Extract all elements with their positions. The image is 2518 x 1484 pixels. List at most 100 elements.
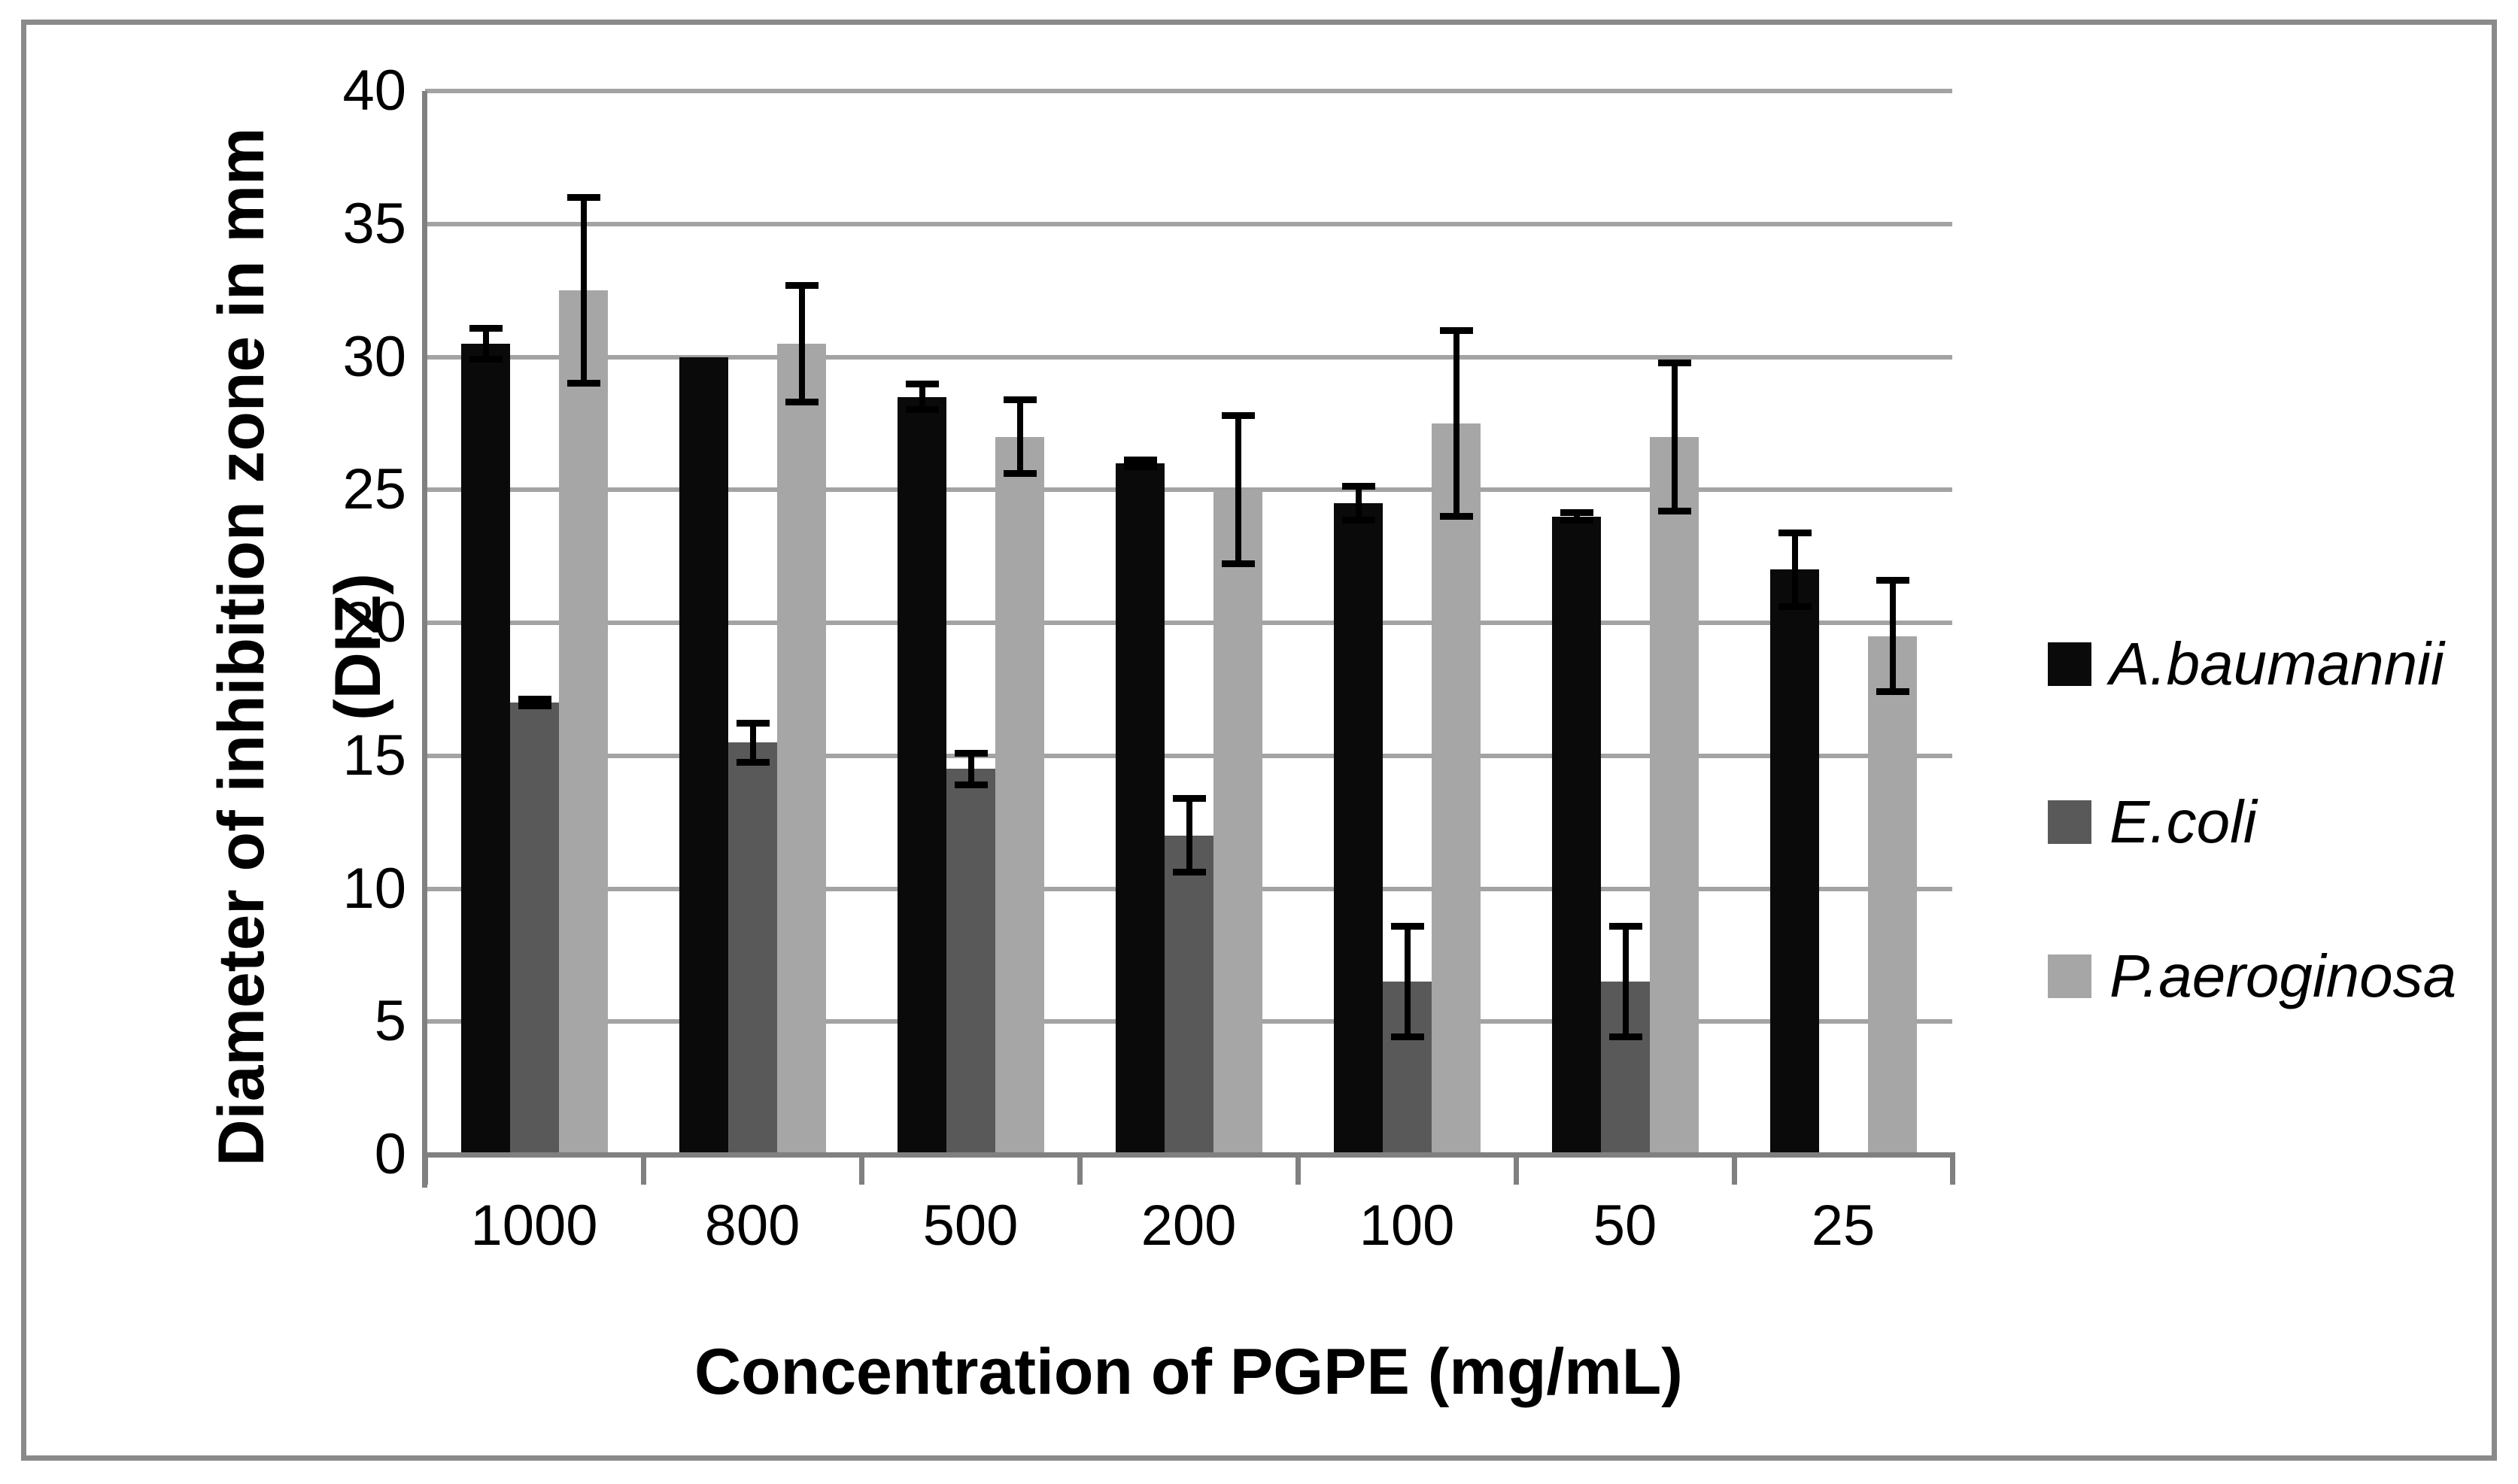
error-bar-abaumannii-50 — [1573, 512, 1580, 520]
bar-ecoli-500 — [946, 769, 995, 1155]
error-cap-bottom — [954, 781, 988, 788]
x-tick-label-1000: 1000 — [470, 1194, 598, 1258]
error-cap-top — [566, 194, 600, 202]
bar-ecoli-800 — [728, 742, 777, 1155]
x-axis-tick-mark — [859, 1158, 864, 1185]
y-tick-label-35: 35 — [342, 191, 406, 256]
error-cap-bottom — [736, 758, 770, 766]
legend-label-paeroginosa: P.aeroginosa — [2109, 942, 2457, 1009]
error-cap-top — [1341, 482, 1375, 490]
error-cap-bottom — [1123, 463, 1157, 471]
error-cap-top — [785, 282, 819, 290]
legend-label-abaumannii: A.baumannii — [2109, 630, 2444, 697]
error-bar-paeroginosa-200 — [1235, 415, 1241, 565]
legend-item-ecoli: E.coli — [2048, 788, 2257, 856]
error-cap-bottom — [469, 356, 503, 363]
bar-ecoli-200 — [1165, 835, 1213, 1155]
error-cap-bottom — [1172, 869, 1206, 876]
x-axis-title: Concentration of PGPE (mg/mL) — [694, 1336, 1683, 1408]
legend-item-paeroginosa: P.aeroginosa — [2048, 942, 2456, 1010]
error-cap-bottom — [1608, 1033, 1642, 1041]
error-cap-bottom — [1341, 516, 1375, 523]
error-bar-ecoli-200 — [1186, 798, 1192, 873]
error-cap-top — [1123, 456, 1157, 463]
bar-paeroginosa-50 — [1650, 436, 1699, 1155]
error-cap-bottom — [905, 406, 939, 414]
x-tick-label-200: 200 — [1141, 1194, 1237, 1258]
x-tick-label-800: 800 — [704, 1194, 800, 1258]
y-tick-label-5: 5 — [374, 989, 406, 1054]
error-bar-paeroginosa-25 — [1889, 580, 1896, 692]
bar-paeroginosa-200 — [1213, 490, 1262, 1155]
bar-paeroginosa-100 — [1432, 423, 1481, 1155]
error-bar-ecoli-800 — [749, 722, 756, 763]
legend-swatch-abaumannii — [2048, 642, 2091, 686]
bar-abaumannii-100 — [1334, 502, 1383, 1155]
legend-item-abaumannii: A.baumannii — [2048, 630, 2444, 698]
error-cap-top — [1778, 529, 1812, 536]
x-axis-tick-mark — [1732, 1158, 1737, 1185]
bar-paeroginosa-800 — [777, 343, 826, 1155]
x-axis-tick-mark — [1950, 1158, 1955, 1185]
bar-abaumannii-1000 — [461, 343, 510, 1155]
error-bar-paeroginosa-50 — [1671, 362, 1678, 511]
x-axis-line — [422, 1152, 1955, 1158]
gridline-40 — [425, 89, 1952, 93]
legend-label-ecoli: E.coli — [2109, 788, 2257, 855]
gridline-15 — [425, 753, 1952, 758]
error-bar-abaumannii-200 — [1137, 459, 1144, 468]
x-axis-tick-mark — [423, 1158, 428, 1185]
error-bar-abaumannii-100 — [1355, 485, 1362, 520]
figure-border — [21, 20, 2497, 1461]
error-cap-top — [1560, 509, 1593, 517]
error-cap-bottom — [1439, 512, 1473, 520]
error-cap-top — [1657, 359, 1691, 366]
y-axis-line — [422, 91, 427, 1188]
error-cap-top — [954, 750, 988, 757]
bar-abaumannii-25 — [1770, 569, 1819, 1155]
x-axis-tick-mark — [641, 1158, 646, 1185]
error-cap-top — [1172, 795, 1206, 803]
error-cap-top — [1390, 922, 1424, 930]
x-tick-label-500: 500 — [922, 1194, 1019, 1258]
error-cap-top — [1221, 412, 1255, 420]
error-cap-top — [1003, 396, 1037, 404]
gridline-30 — [425, 354, 1952, 360]
gridline-20 — [425, 621, 1952, 625]
error-cap-bottom — [518, 703, 551, 710]
y-tick-label-30: 30 — [342, 324, 406, 389]
error-cap-bottom — [1003, 470, 1037, 478]
error-cap-top — [736, 719, 770, 727]
bar-abaumannii-500 — [898, 396, 946, 1155]
error-bar-paeroginosa-100 — [1453, 330, 1459, 517]
bar-paeroginosa-1000 — [559, 290, 608, 1155]
error-cap-top — [1608, 922, 1642, 930]
x-axis-tick-mark — [1077, 1158, 1083, 1185]
error-bar-ecoli-50 — [1622, 925, 1629, 1038]
error-bar-ecoli-100 — [1404, 925, 1411, 1038]
error-bar-abaumannii-500 — [919, 383, 925, 411]
bar-abaumannii-800 — [679, 357, 728, 1155]
error-bar-paeroginosa-800 — [798, 285, 805, 402]
error-cap-bottom — [1778, 602, 1812, 610]
x-tick-label-50: 50 — [1593, 1194, 1657, 1258]
error-bar-ecoli-1000 — [531, 698, 538, 707]
x-tick-label-25: 25 — [1811, 1194, 1876, 1258]
x-tick-label-100: 100 — [1359, 1194, 1455, 1258]
error-bar-paeroginosa-500 — [1016, 399, 1023, 475]
y-tick-label-15: 15 — [342, 723, 406, 788]
bar-ecoli-1000 — [510, 703, 559, 1155]
error-cap-bottom — [566, 379, 600, 387]
y-tick-label-10: 10 — [342, 856, 406, 921]
error-bar-abaumannii-1000 — [482, 327, 489, 360]
error-cap-top — [905, 380, 939, 387]
error-bar-paeroginosa-1000 — [580, 197, 587, 384]
error-cap-bottom — [785, 398, 819, 405]
gridline-35 — [425, 221, 1952, 226]
bar-paeroginosa-25 — [1868, 636, 1917, 1155]
error-cap-bottom — [1221, 560, 1255, 568]
x-axis-tick-mark — [1295, 1158, 1301, 1185]
legend-swatch-ecoli — [2048, 800, 2091, 844]
y-tick-label-0: 0 — [374, 1122, 406, 1186]
